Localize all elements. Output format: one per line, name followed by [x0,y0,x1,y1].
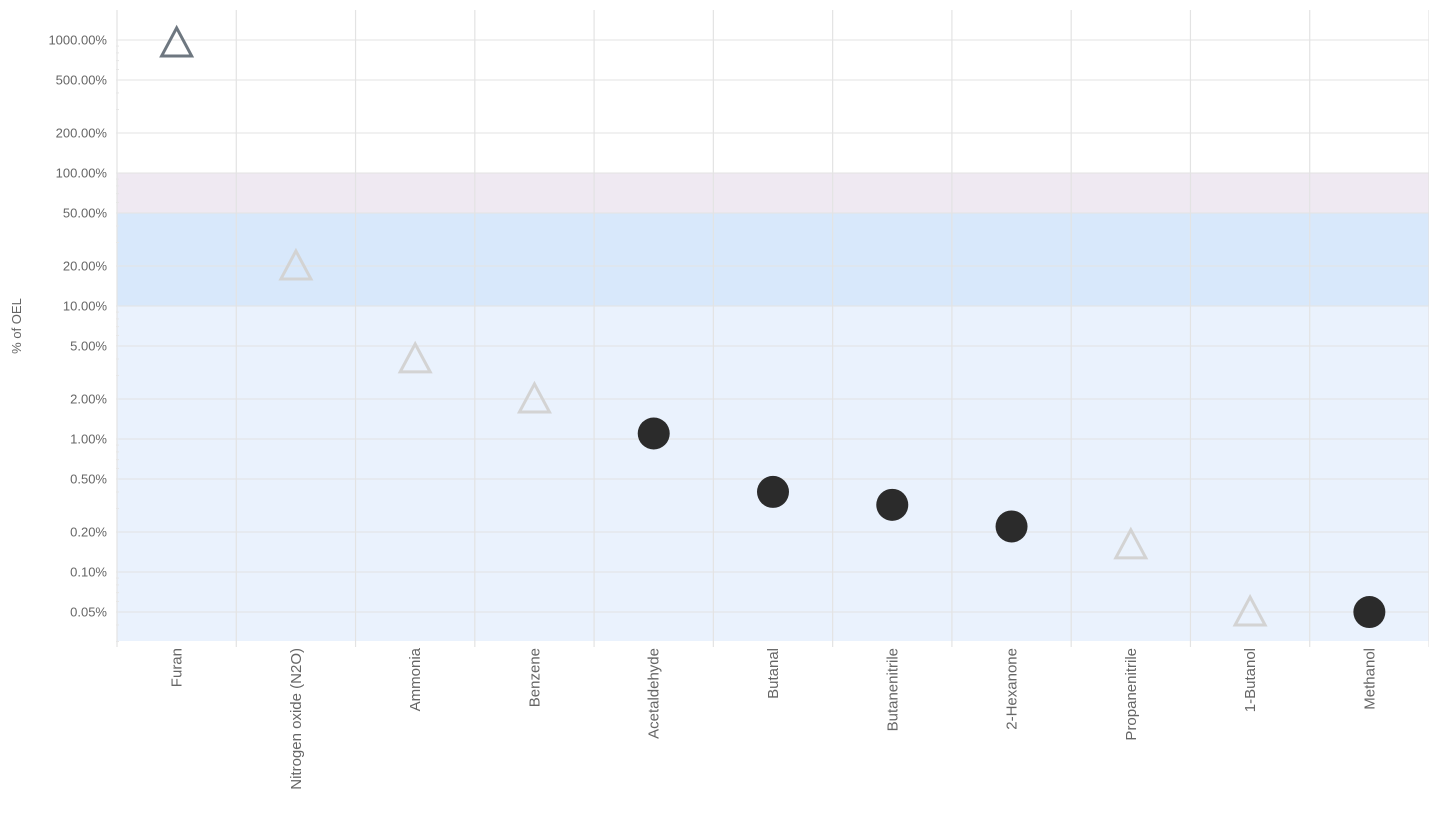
y-tick-label: 50.00% [63,206,108,221]
x-tick-label: 1-Butanol [1242,648,1259,712]
threshold-bands [117,173,1429,641]
point-triangle [516,380,552,414]
x-tick-label: Propanenitrile [1123,648,1140,741]
category-separators [116,10,1429,647]
band-2 [117,306,1429,641]
point-triangle [1113,526,1149,560]
y-tick-label: 20.00% [63,258,108,273]
point-circle [995,510,1028,543]
y-tick-label: 10.00% [63,299,108,314]
y-tick-label: 0.20% [70,524,107,539]
point-circle [1353,596,1386,629]
horizontal-gridlines [117,39,1429,613]
point-circle [637,417,670,450]
y-axis: 1000.00% 500.00% 200.00% 100.00% 50.00% 20.00… [48,33,119,643]
x-tick-label: Nitrogen oxide (N2O) [288,648,305,790]
data-points [159,24,1386,629]
y-tick-label: 1000.00% [48,33,107,48]
point-triangle [278,247,314,281]
band-0 [117,173,1429,214]
y-tick-label: 1.00% [70,432,107,447]
x-tick-label: Ammonia [407,647,424,711]
x-tick-label: Butanenitrile [884,648,901,731]
y-tick-label: 100.00% [56,166,108,181]
point-triangle [397,340,433,374]
y-tick-label: 0.10% [70,565,107,580]
x-axis: Furan Nitrogen oxide (N2O) Ammonia Benzene A… [169,647,1379,789]
x-tick-label: 2-Hexanone [1004,648,1021,730]
y-tick-label: 0.05% [70,605,107,620]
x-tick-label: Butanal [765,648,782,699]
point-circle [757,475,789,508]
y-tick-label: 500.00% [56,73,108,88]
x-tick-label: Acetaldehyde [646,648,663,739]
y-tick-label: 2.00% [70,391,107,406]
y-tick-label: 200.00% [56,125,108,140]
y-tick-label: 0.50% [70,472,107,487]
point-triangle [1232,593,1268,627]
point-circle [876,488,909,521]
band-1 [117,213,1429,306]
point-triangle [159,24,195,58]
y-tick-label: 5.00% [70,339,107,354]
y-axis-title: % of OEL [9,298,24,354]
x-tick-label: Furan [169,648,186,687]
x-tick-label: Benzene [526,648,543,707]
x-tick-label: Methanol [1361,648,1378,710]
